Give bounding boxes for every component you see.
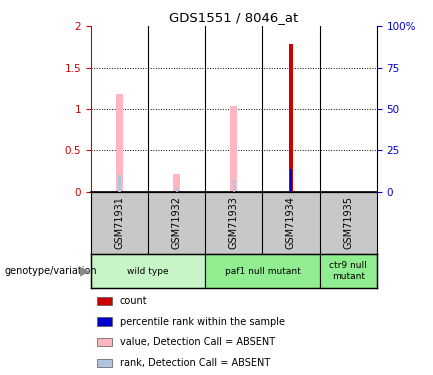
Text: rank, Detection Call = ABSENT: rank, Detection Call = ABSENT [120, 358, 270, 368]
Text: ctr9 null
mutant: ctr9 null mutant [329, 261, 367, 281]
Bar [233, 180, 235, 192]
Bar [97, 359, 112, 367]
Bar [97, 297, 112, 305]
Text: GSM71931: GSM71931 [114, 196, 125, 249]
Bar [118, 175, 121, 192]
Text: genotype/variation: genotype/variation [4, 266, 97, 276]
Text: paf1 null mutant: paf1 null mutant [225, 267, 300, 276]
Text: GSM71935: GSM71935 [343, 196, 353, 249]
Bar [97, 317, 112, 326]
Bar [205, 254, 320, 288]
Bar [230, 106, 237, 192]
Bar [175, 188, 178, 192]
Bar [320, 254, 377, 288]
Text: percentile rank within the sample: percentile rank within the sample [120, 316, 284, 327]
Bar [91, 254, 205, 288]
Text: GSM71933: GSM71933 [229, 196, 239, 249]
Title: GDS1551 / 8046_at: GDS1551 / 8046_at [169, 11, 298, 24]
Bar [290, 169, 292, 192]
Text: GSM71934: GSM71934 [286, 196, 296, 249]
Text: count: count [120, 296, 147, 306]
Text: GSM71932: GSM71932 [171, 196, 182, 249]
Bar [173, 174, 180, 192]
Text: value, Detection Call = ABSENT: value, Detection Call = ABSENT [120, 337, 275, 347]
Bar [116, 94, 123, 192]
Bar [97, 338, 112, 346]
Bar [289, 45, 293, 192]
Text: ▶: ▶ [80, 265, 90, 278]
Text: wild type: wild type [127, 267, 169, 276]
